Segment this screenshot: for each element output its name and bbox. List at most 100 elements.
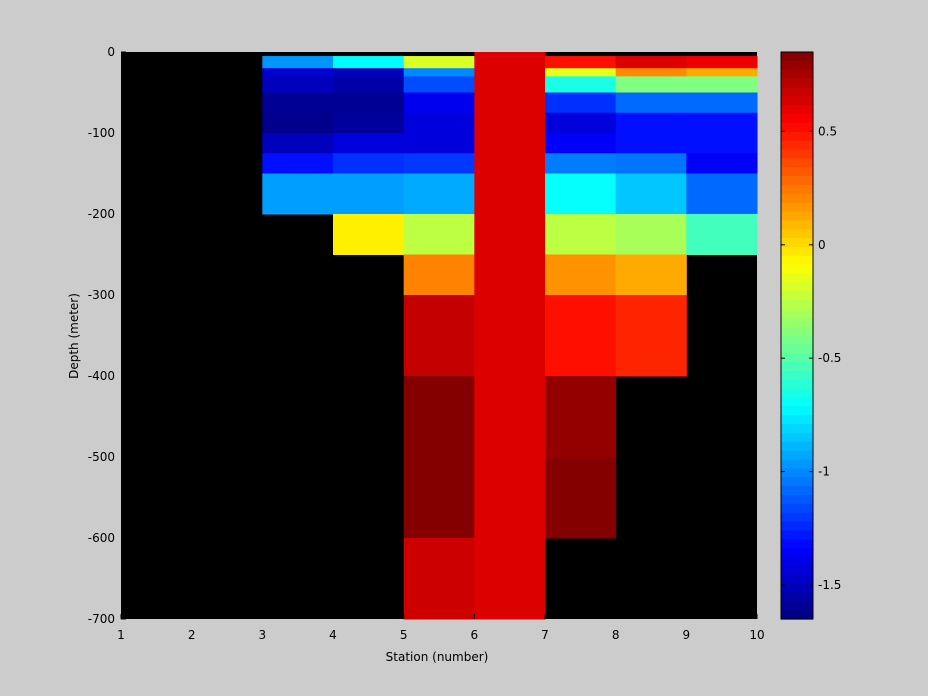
colorbar-segment: [781, 52, 813, 62]
heatmap-cell: [545, 68, 617, 77]
heatmap-cell: [545, 214, 617, 255]
colorbar-segment: [781, 176, 813, 186]
heatmap-cell: [403, 457, 475, 539]
heatmap-cell: [474, 254, 546, 296]
colorbar-segment: [781, 539, 813, 549]
colorbar-segment: [781, 149, 813, 159]
heatmap-cell: [403, 76, 475, 93]
heatmap-cell: [262, 56, 334, 69]
heatmap-cell: [333, 76, 405, 93]
colorbar-segment: [781, 87, 813, 97]
heatmap-cell: [474, 112, 546, 134]
colorbar-segment: [781, 140, 813, 151]
colorbar-segment: [781, 300, 813, 310]
heatmap-cell: [474, 295, 546, 377]
y-tick-label: -200: [88, 207, 115, 221]
heatmap-cell: [545, 254, 617, 296]
colorbar-segment: [781, 565, 813, 576]
colorbar-segment: [781, 264, 813, 275]
heatmap-cell: [615, 254, 687, 296]
colorbar-segment: [781, 441, 813, 452]
colorbar-segment: [781, 273, 813, 283]
colorbar-tick-label: -0.5: [818, 351, 841, 365]
colorbar-segment: [781, 78, 813, 89]
heatmap-cell: [262, 76, 334, 93]
heatmap-cell: [474, 538, 546, 620]
colorbar-segment: [781, 512, 813, 523]
heatmap-cell: [474, 214, 546, 255]
heatmap-cell: [403, 56, 475, 69]
x-tick-label: 3: [259, 628, 267, 642]
colorbar-segment: [781, 229, 813, 239]
colorbar-segment: [781, 344, 813, 354]
colorbar-segment: [781, 114, 813, 124]
colorbar-segment: [781, 548, 813, 558]
colorbar-segment: [781, 220, 813, 230]
heatmap-cell: [615, 76, 687, 93]
heatmap-cell: [333, 112, 405, 134]
heatmap-cell: [615, 112, 687, 134]
colorbar-segment: [781, 592, 813, 602]
colorbar-ticks: 0.5 0 -0.5 -1 -1.5: [781, 124, 841, 592]
heatmap-cell: [545, 376, 617, 458]
heatmap-cell: [615, 295, 687, 377]
heatmap-cell: [545, 92, 617, 114]
heatmap-cell: [403, 376, 475, 458]
x-axis-label: Station (number): [386, 650, 489, 664]
y-tick-label: 0: [107, 45, 115, 59]
heatmap-cell: [262, 133, 334, 154]
x-tick-label: 4: [329, 628, 337, 642]
colorbar-segment: [781, 353, 813, 363]
colorbar-segment: [781, 370, 813, 381]
colorbar-frame: [780, 51, 814, 620]
colorbar-segment: [781, 184, 813, 195]
x-tick-label: 1: [117, 628, 125, 642]
colorbar-segment: [781, 60, 813, 71]
colorbar-segment: [781, 424, 813, 434]
colorbar-segment: [781, 158, 813, 168]
colorbar-segment: [781, 131, 813, 142]
heatmap-cell: [615, 68, 687, 77]
colorbar-segment: [781, 468, 813, 478]
heatmap-cell: [545, 153, 617, 174]
y-axis: 0 -100 -200 -300 -400 -500 -600 -700: [88, 45, 126, 626]
heatmap-cell: [474, 52, 546, 57]
colorbar-segment: [781, 601, 813, 611]
heatmap-cell: [403, 295, 475, 377]
heatmap-cell: [474, 153, 546, 174]
x-tick-label: 9: [683, 628, 691, 642]
colorbar-segment: [781, 238, 813, 248]
x-tick-label: 2: [188, 628, 196, 642]
heatmap-cell: [686, 56, 758, 69]
x-tick-label: 5: [400, 628, 408, 642]
colorbar-segment: [781, 246, 813, 257]
heatmap-cell: [262, 112, 334, 134]
colorbar-segment: [781, 105, 813, 115]
colorbar-segment: [781, 362, 813, 372]
x-tick-label: 10: [749, 628, 764, 642]
heatmap-cell: [686, 92, 758, 114]
y-tick-label: -300: [88, 288, 115, 302]
heatmap-cell: [403, 214, 475, 255]
heatmap-cell: [615, 214, 687, 255]
colorbar-segment: [781, 326, 813, 337]
colorbar-segment: [781, 406, 813, 416]
heatmap-cell: [615, 56, 687, 69]
heatmap-cell: [474, 76, 546, 93]
heatmap-cell: [474, 92, 546, 114]
colorbar-segment: [781, 317, 813, 328]
heatmap-cell: [686, 112, 758, 134]
colorbar-segment: [781, 291, 813, 301]
x-tick-label: 8: [612, 628, 620, 642]
colorbar-segment: [781, 521, 813, 532]
colorbar-segment: [781, 432, 813, 443]
heatmap-cell: [474, 173, 546, 215]
colorbar-tick-label: 0.5: [818, 124, 837, 138]
colorbar-segment: [781, 193, 813, 204]
heatmap-cell: [686, 68, 758, 77]
heatmap-cell: [403, 254, 475, 296]
heatmap-cell: [403, 68, 475, 77]
heatmap-cell: [403, 92, 475, 114]
heatmap-cell: [474, 376, 546, 458]
heatmap-cell: [545, 56, 617, 69]
